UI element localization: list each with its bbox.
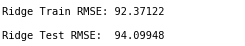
Text: Ridge Train RMSE: 92.37122: Ridge Train RMSE: 92.37122 bbox=[2, 7, 165, 17]
Text: Ridge Test RMSE:  94.09948: Ridge Test RMSE: 94.09948 bbox=[2, 31, 165, 41]
